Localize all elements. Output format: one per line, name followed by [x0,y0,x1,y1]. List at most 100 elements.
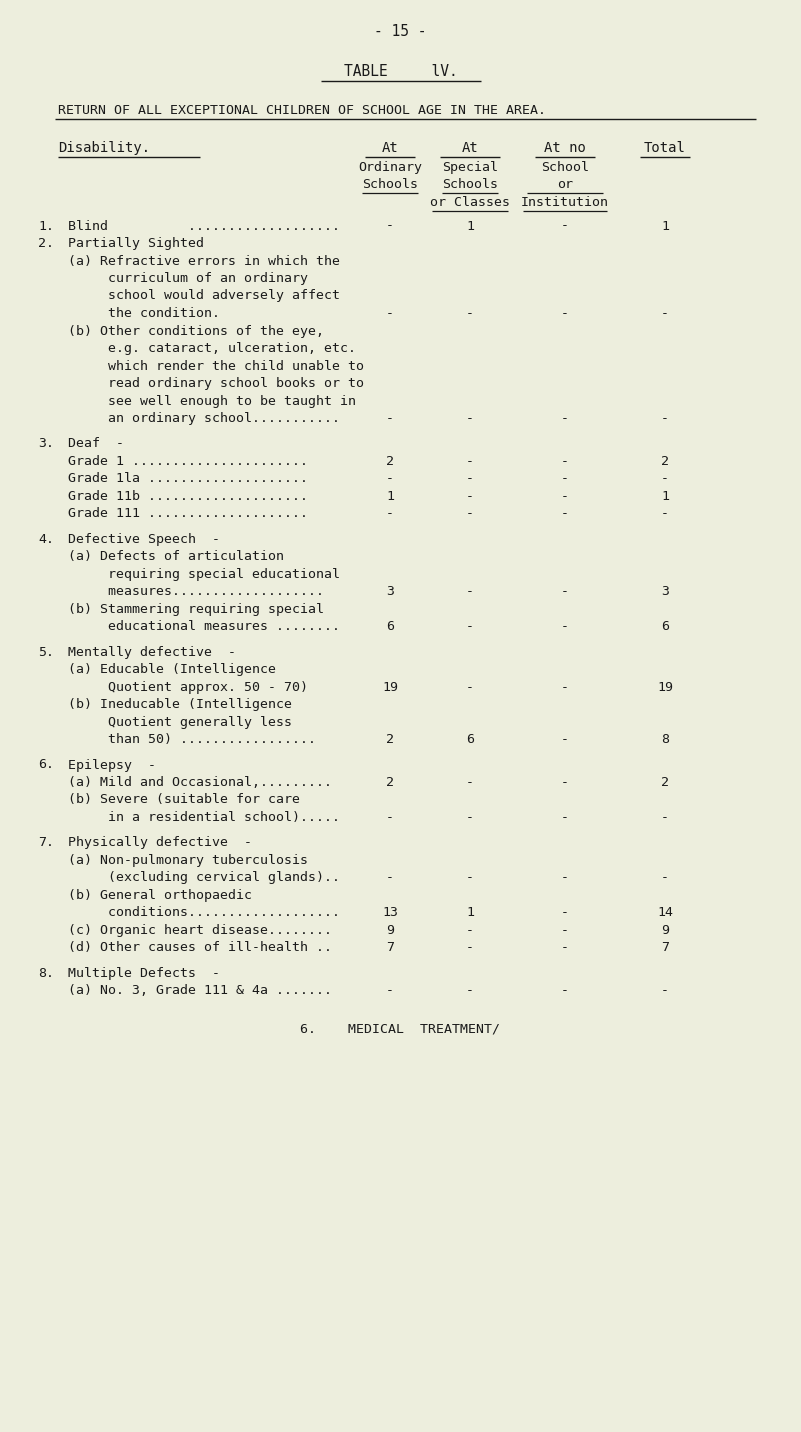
Text: -: - [466,811,474,823]
Text: RETURN OF ALL EXCEPTIONAL CHILDREN OF SCHOOL AGE IN THE AREA.: RETURN OF ALL EXCEPTIONAL CHILDREN OF SC… [58,103,546,116]
Text: -: - [661,473,669,485]
Text: than 50) .................: than 50) ................. [68,733,316,746]
Text: Total: Total [644,140,686,155]
Text: Deaf  -: Deaf - [68,437,124,451]
Text: Ordinary: Ordinary [358,160,422,175]
Text: 3.: 3. [38,437,54,451]
Text: (a) Refractive errors in which the: (a) Refractive errors in which the [68,255,340,268]
Text: in a residential school).....: in a residential school)..... [68,811,340,823]
Text: 1: 1 [661,490,669,503]
Text: -: - [661,872,669,885]
Text: measures...................: measures................... [68,586,324,599]
Text: Grade 1 ......................: Grade 1 ...................... [68,455,308,468]
Text: -: - [561,473,569,485]
Text: At: At [461,140,478,155]
Text: -: - [561,219,569,232]
Text: -: - [561,984,569,997]
Text: -: - [561,490,569,503]
Text: 19: 19 [382,680,398,693]
Text: 3: 3 [661,586,669,599]
Text: 4.: 4. [38,533,54,546]
Text: -: - [466,620,474,633]
Text: (a) Defects of articulation: (a) Defects of articulation [68,550,284,563]
Text: Schools: Schools [362,179,418,192]
Text: Defective Speech  -: Defective Speech - [68,533,220,546]
Text: (excluding cervical glands)..: (excluding cervical glands).. [68,872,340,885]
Text: 2: 2 [386,733,394,746]
Text: 1.: 1. [38,219,54,232]
Text: see well enough to be taught in: see well enough to be taught in [68,394,356,408]
Text: -: - [466,680,474,693]
Text: -: - [466,924,474,937]
Text: Grade 111 ....................: Grade 111 .................... [68,507,308,520]
Text: -: - [466,306,474,319]
Text: requiring special educational: requiring special educational [68,567,340,581]
Text: the condition.: the condition. [68,306,220,319]
Text: 6: 6 [466,733,474,746]
Text: (c) Organic heart disease........: (c) Organic heart disease........ [68,924,332,937]
Text: (a) Mild and Occasional,.........: (a) Mild and Occasional,......... [68,776,332,789]
Text: 2.: 2. [38,238,54,251]
Text: -: - [561,811,569,823]
Text: -: - [561,455,569,468]
Text: 1: 1 [466,906,474,919]
Text: -: - [661,306,669,319]
Text: (b) Stammering requiring special: (b) Stammering requiring special [68,603,324,616]
Text: 6: 6 [386,620,394,633]
Text: -: - [386,872,394,885]
Text: -: - [466,455,474,468]
Text: TABLE     lV.: TABLE lV. [344,64,457,80]
Text: an ordinary school...........: an ordinary school........... [68,412,340,425]
Text: read ordinary school books or to: read ordinary school books or to [68,377,364,390]
Text: 9: 9 [661,924,669,937]
Text: (b) Other conditions of the eye,: (b) Other conditions of the eye, [68,325,324,338]
Text: -: - [561,924,569,937]
Text: 7: 7 [386,941,394,954]
Text: 2: 2 [386,776,394,789]
Text: -: - [386,219,394,232]
Text: At no: At no [544,140,586,155]
Text: -: - [466,941,474,954]
Text: (b) Severe (suitable for care: (b) Severe (suitable for care [68,793,300,806]
Text: curriculum of an ordinary: curriculum of an ordinary [68,272,308,285]
Text: -: - [466,507,474,520]
Text: -: - [561,872,569,885]
Text: or Classes: or Classes [430,196,510,209]
Text: -: - [386,507,394,520]
Text: - 15 -: - 15 - [374,24,427,40]
Text: -: - [466,776,474,789]
Text: 8: 8 [661,733,669,746]
Text: 6.    MEDICAL  TREATMENT/: 6. MEDICAL TREATMENT/ [300,1022,501,1035]
Text: -: - [386,473,394,485]
Text: Grade 11b ....................: Grade 11b .................... [68,490,308,503]
Text: school would adversely affect: school would adversely affect [68,289,340,302]
Text: -: - [561,507,569,520]
Text: -: - [561,620,569,633]
Text: -: - [561,941,569,954]
Text: 1: 1 [661,219,669,232]
Text: Quotient generally less: Quotient generally less [68,716,292,729]
Text: -: - [561,906,569,919]
Text: Partially Sighted: Partially Sighted [68,238,204,251]
Text: -: - [561,306,569,319]
Text: 1: 1 [466,219,474,232]
Text: Schools: Schools [442,179,498,192]
Text: -: - [561,776,569,789]
Text: Epilepsy  -: Epilepsy - [68,759,156,772]
Text: 6.: 6. [38,759,54,772]
Text: -: - [466,490,474,503]
Text: -: - [561,412,569,425]
Text: (d) Other causes of ill-health ..: (d) Other causes of ill-health .. [68,941,332,954]
Text: 6: 6 [661,620,669,633]
Text: Institution: Institution [521,196,609,209]
Text: -: - [561,733,569,746]
Text: -: - [386,306,394,319]
Text: Special: Special [442,160,498,175]
Text: Multiple Defects  -: Multiple Defects - [68,967,220,979]
Text: 19: 19 [657,680,673,693]
Text: Mentally defective  -: Mentally defective - [68,646,236,659]
Text: Grade 1la ....................: Grade 1la .................... [68,473,308,485]
Text: conditions...................: conditions................... [68,906,340,919]
Text: Quotient approx. 50 - 70): Quotient approx. 50 - 70) [68,680,308,693]
Text: -: - [466,412,474,425]
